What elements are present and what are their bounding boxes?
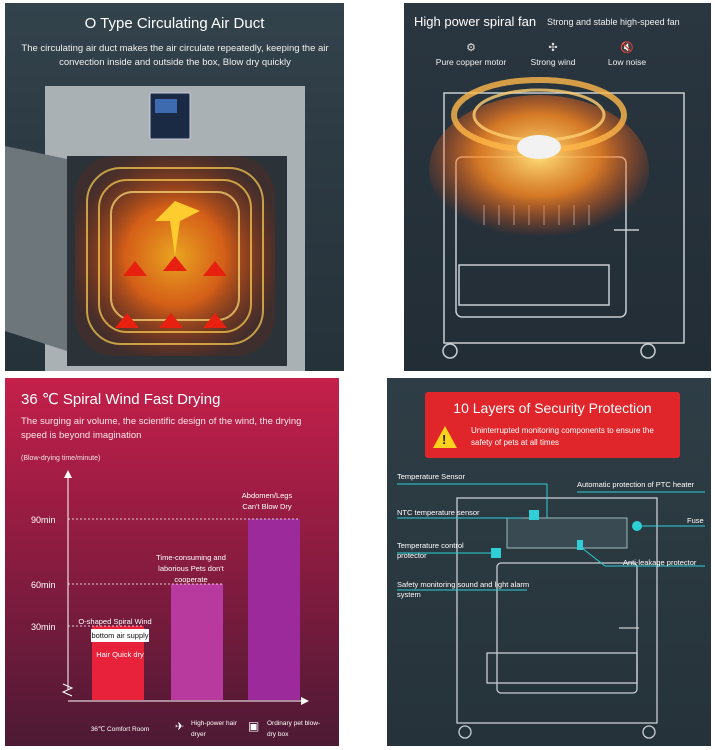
panel-title: 10 Layers of Security Protection xyxy=(453,400,652,416)
security-box-illustration xyxy=(397,483,705,739)
box-icon: ▣ xyxy=(248,719,260,733)
bar-3 xyxy=(248,519,300,700)
warning-icon: ! xyxy=(433,426,457,448)
sensor-lines xyxy=(397,483,705,591)
y-tick-90: 90min xyxy=(31,515,56,525)
y-axis-label: (Blow-drying time/minute) xyxy=(21,455,101,462)
x-category-2: High-power hair dryer xyxy=(191,720,237,738)
warning-banner: 10 Layers of Security Protection ! Unint… xyxy=(425,392,680,458)
dryer-box-illustration xyxy=(5,86,305,371)
hair-dryer-icon: ✈ xyxy=(175,721,185,733)
bar-tag-spiral: O-shaped Spiral Wind xyxy=(78,617,152,626)
box-outline xyxy=(456,497,658,724)
component-temperature-sensor: Temperature Sensor xyxy=(397,472,465,481)
feature-wind: ✣ Strong wind xyxy=(508,41,598,67)
component-ntc-sensor: NTC temperature sensor xyxy=(397,508,480,517)
feature-noise: 🔇 Low noise xyxy=(582,41,672,67)
security-protection-panel: 10 Layers of Security Protection ! Unint… xyxy=(387,378,711,746)
sensor-markers xyxy=(491,510,642,558)
panel-title: O Type Circulating Air Duct xyxy=(84,15,265,32)
spiral-fan-panel: High power spiral fan Strong and stable … xyxy=(404,3,711,371)
x-category-1: 36℃ Comfort Room xyxy=(90,726,150,733)
bar-tag-bottom-air: bottom air supply xyxy=(91,629,149,642)
fan-icon: ✣ xyxy=(548,42,558,54)
mute-speaker-icon: 🔇 xyxy=(620,42,634,54)
circulating-air-duct-panel: O Type Circulating Air Duct The circulat… xyxy=(5,3,344,371)
feature-label: Strong wind xyxy=(530,57,576,67)
heater-module xyxy=(506,517,628,549)
panel-title: 36 ℃ Spiral Wind Fast Drying xyxy=(21,391,221,408)
component-ptc-protection: Automatic protection of PTC heater xyxy=(577,480,695,489)
feature-label: Pure copper motor xyxy=(435,57,507,67)
y-tick-60: 60min xyxy=(31,580,56,590)
feature-label: Low noise xyxy=(607,57,647,67)
panel-subtitle: Strong and stable high-speed fan xyxy=(547,17,680,27)
panel-description: The surging air volume, the scientific d… xyxy=(21,416,302,441)
component-anti-leakage: Anti-leakage protector xyxy=(623,558,697,567)
fan-box-illustration xyxy=(429,77,685,359)
bar-note-1: Hair Quick dry xyxy=(96,650,144,659)
fan-motor xyxy=(517,135,561,159)
air-flow-arrows xyxy=(115,256,227,328)
bar-note-2: Time-consuming and laborious Pets don't … xyxy=(156,553,226,584)
bar-note-3: Abdomen/Legs Can't Blow Dry xyxy=(241,491,293,511)
air-blast-glow xyxy=(429,95,649,245)
panel-description: The circulating air duct makes the air c… xyxy=(21,43,329,68)
fast-drying-panel: 36 ℃ Spiral Wind Fast Drying The surging… xyxy=(5,378,339,746)
x-category-3: Ordinary pet blow-dry box xyxy=(267,720,321,738)
plant-shape xyxy=(155,201,200,256)
component-fuse: Fuse xyxy=(687,516,704,525)
bar-2 xyxy=(171,584,223,700)
motor-icon: ⚙ xyxy=(466,42,476,54)
panel-title: High power spiral fan xyxy=(414,14,537,29)
feature-motor: ⚙ Pure copper motor xyxy=(426,41,516,67)
component-temp-control: Temperature control protector xyxy=(397,541,464,560)
y-tick-30: 30min xyxy=(31,622,56,632)
box-door xyxy=(5,146,67,351)
warning-text: Uninterrupted monitoring components to e… xyxy=(471,426,654,447)
component-alarm-system: Safety monitoring sound and light alarm … xyxy=(397,580,530,599)
